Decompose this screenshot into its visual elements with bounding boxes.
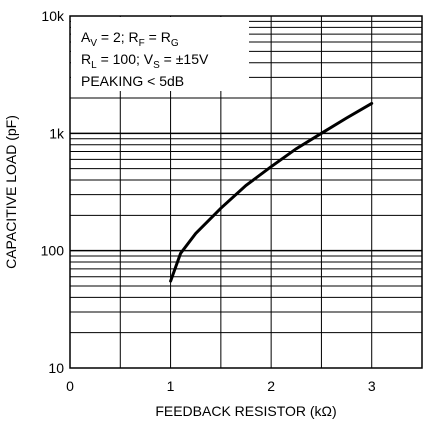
y-tick-label: 100 bbox=[41, 243, 65, 259]
x-axis-label: FEEDBACK RESISTOR (kΩ) bbox=[155, 403, 336, 419]
y-axis-label: CAPACITIVE LOAD (pF) bbox=[3, 115, 19, 269]
annotation-background bbox=[71, 17, 249, 91]
y-tick-label: 10k bbox=[41, 8, 65, 24]
annotation-line-2: RL = 100; VS = ±15V bbox=[81, 51, 209, 71]
x-tick-label: 0 bbox=[66, 378, 74, 394]
x-tick-label: 3 bbox=[368, 378, 376, 394]
y-tick-label: 1k bbox=[49, 125, 65, 141]
y-tick-label: 10 bbox=[48, 360, 64, 376]
annotation-box: AV = 2; RF = RG RL = 100; VS = ±15V PEAK… bbox=[71, 17, 249, 91]
annotation-line-1: AV = 2; RF = RG bbox=[81, 29, 179, 49]
grid bbox=[70, 16, 422, 368]
x-tick-label: 1 bbox=[167, 378, 175, 394]
series-line bbox=[169, 101, 374, 283]
plot-frame bbox=[69, 15, 423, 369]
annotation-line-3: PEAKING < 5dB bbox=[81, 73, 184, 89]
x-tick-labels: 0 1 2 3 bbox=[66, 378, 376, 394]
x-tick-label: 2 bbox=[267, 378, 275, 394]
y-tick-labels: 10 100 1k 10k bbox=[41, 8, 65, 376]
